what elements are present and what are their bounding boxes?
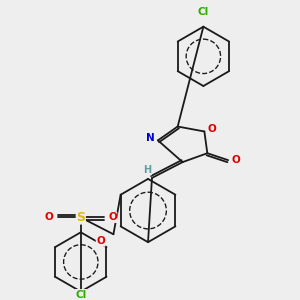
Text: S: S bbox=[76, 211, 85, 224]
Text: N: N bbox=[146, 134, 154, 143]
Text: O: O bbox=[45, 212, 54, 223]
Text: H: H bbox=[143, 165, 151, 175]
Text: Cl: Cl bbox=[198, 7, 209, 17]
Text: O: O bbox=[232, 155, 240, 165]
Text: Cl: Cl bbox=[75, 290, 86, 300]
Text: O: O bbox=[96, 236, 105, 246]
Text: O: O bbox=[108, 212, 117, 223]
Text: O: O bbox=[208, 124, 217, 134]
